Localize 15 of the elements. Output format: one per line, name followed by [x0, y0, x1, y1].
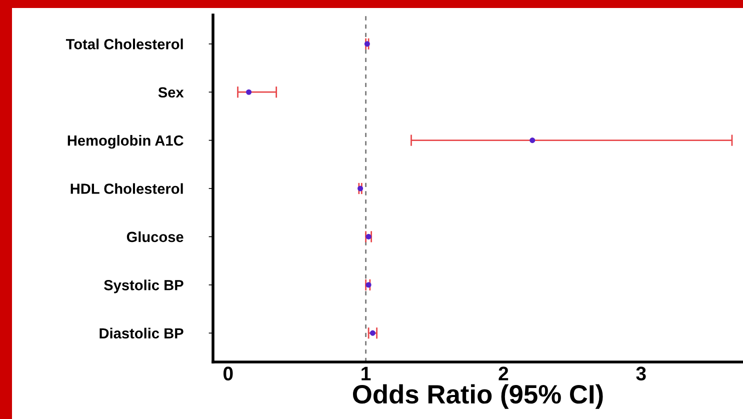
x-tick-label: 2	[498, 366, 508, 380]
point	[366, 234, 372, 240]
x-axis-title: Odds Ratio (95% CI)	[352, 384, 603, 409]
x-tick-label: 1	[362, 366, 371, 380]
y-tick-label: Systolic BP	[104, 280, 184, 294]
y-tick-label: Glucose	[126, 231, 184, 242]
x-tick-label: 0	[224, 366, 233, 380]
point	[246, 89, 252, 95]
y-tick-label: Diastolic BP	[100, 328, 184, 339]
point	[530, 138, 536, 144]
y-tick-label: Sex	[158, 87, 184, 98]
x-tick-label: 3	[636, 366, 646, 380]
y-tick-label: Total Cholesterol	[66, 38, 183, 50]
y-tick-label: Hemoglobin A1C	[68, 135, 184, 149]
y-tick-label: HDL Cholesterol	[70, 183, 183, 194]
